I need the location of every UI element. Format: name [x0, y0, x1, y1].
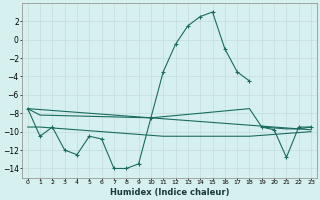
X-axis label: Humidex (Indice chaleur): Humidex (Indice chaleur) [110, 188, 229, 197]
